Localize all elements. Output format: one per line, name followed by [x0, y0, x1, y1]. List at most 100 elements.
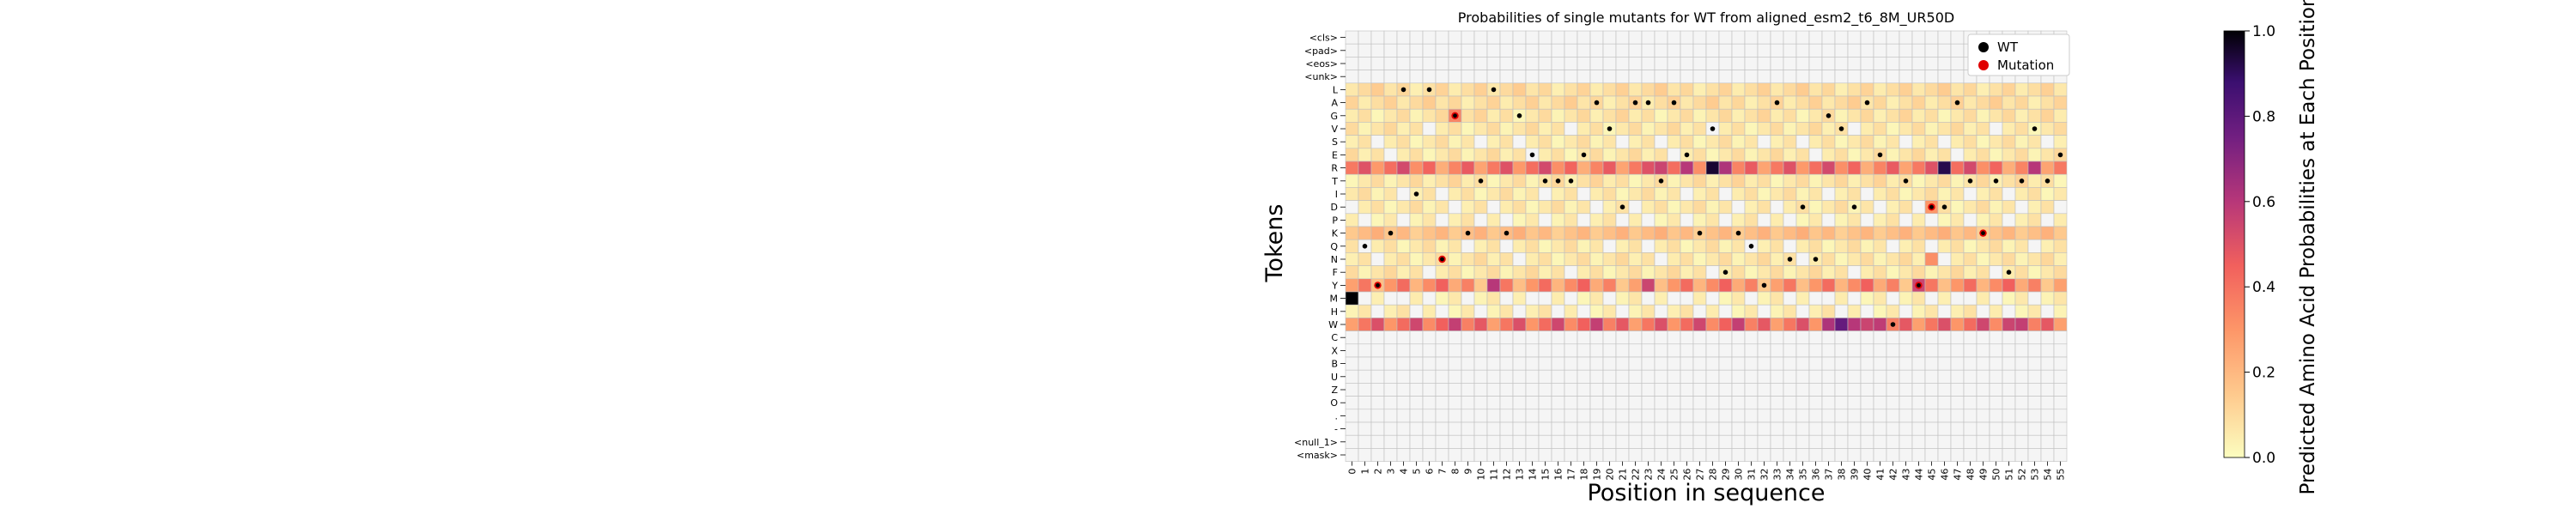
heatmap-cell	[1641, 383, 1656, 397]
heatmap-cell	[1808, 383, 1823, 397]
heatmap-cell	[1808, 173, 1823, 188]
heatmap-cell	[1499, 369, 1514, 384]
heatmap-cell	[1422, 122, 1437, 136]
y-tick-label: C	[1331, 332, 1338, 343]
heatmap-cell	[1654, 421, 1668, 436]
heatmap-cell	[1525, 108, 1540, 123]
heatmap-cell	[1615, 291, 1630, 306]
heatmap-cell	[1615, 421, 1630, 436]
heatmap-cell	[1409, 330, 1424, 345]
heatmap-cell	[1744, 448, 1759, 462]
heatmap-cell	[1525, 421, 1540, 436]
heatmap-cell	[1783, 318, 1797, 331]
heatmap-cell	[1924, 409, 1939, 423]
heatmap-cell	[1564, 330, 1578, 345]
heatmap-cell	[1989, 434, 2003, 449]
heatmap-cell	[2040, 226, 2055, 240]
heatmap-cell	[1602, 43, 1617, 58]
heatmap-cell	[1899, 304, 1913, 318]
heatmap-cell	[1461, 200, 1475, 215]
heatmap-cell	[1473, 239, 1488, 253]
heatmap-cell	[1628, 200, 1643, 215]
heatmap-cell	[1950, 265, 1965, 280]
heatmap-cell	[1860, 213, 1874, 227]
wt-dot	[1941, 204, 1947, 209]
heatmap-cell	[1615, 252, 1630, 266]
heatmap-cell	[1473, 421, 1488, 436]
legend-mutation-marker	[1978, 60, 1989, 70]
heatmap-cell	[1551, 265, 1565, 280]
heatmap-cell	[1396, 396, 1411, 410]
heatmap-cell	[1718, 30, 1733, 45]
heatmap-cell	[1821, 330, 1836, 345]
heatmap-cell	[1950, 421, 1965, 436]
heatmap-cell	[1370, 265, 1385, 280]
heatmap-cell	[1692, 135, 1707, 149]
y-tick-label: W	[1328, 319, 1338, 330]
heatmap-cell	[1551, 148, 1565, 162]
heatmap-cell	[1963, 187, 1978, 201]
heatmap-cell	[1564, 95, 1578, 110]
heatmap-cell	[1847, 135, 1862, 149]
heatmap-cell	[1435, 369, 1449, 384]
heatmap-cell	[1396, 291, 1411, 306]
heatmap-cell	[1602, 213, 1617, 227]
heatmap-cell	[2002, 330, 2016, 345]
heatmap-cell	[1383, 434, 1398, 449]
heatmap-cell	[1963, 448, 1978, 462]
heatmap-cell	[1358, 148, 1372, 162]
heatmap-cell	[1512, 369, 1527, 384]
heatmap-cell	[1667, 122, 1681, 136]
heatmap-cell	[1383, 265, 1398, 280]
heatmap-cell	[1847, 213, 1862, 227]
heatmap-cell	[1718, 369, 1733, 384]
x-tick-label: 46	[1940, 469, 1951, 481]
heatmap-cell	[1718, 434, 1733, 449]
heatmap-cell	[1654, 278, 1668, 293]
wt-dot	[1917, 283, 1921, 288]
heatmap-cell	[1383, 95, 1398, 110]
heatmap-cell	[1899, 330, 1913, 345]
heatmap-cell	[1525, 356, 1540, 371]
heatmap-cell	[1551, 318, 1565, 331]
heatmap-cell	[1911, 187, 1926, 201]
heatmap-cell	[1448, 434, 1462, 449]
heatmap-cell	[1628, 434, 1643, 449]
heatmap-cell	[1680, 30, 1694, 45]
heatmap-cell	[2053, 265, 2068, 280]
heatmap-cell	[1667, 43, 1681, 58]
heatmap-cell	[1461, 343, 1475, 358]
heatmap-cell	[1499, 213, 1514, 227]
heatmap-cell	[1718, 330, 1733, 345]
heatmap-cell	[1396, 239, 1411, 253]
heatmap-cell	[1615, 43, 1630, 58]
heatmap-cell	[1795, 187, 1810, 201]
heatmap-cell	[1847, 304, 1862, 318]
heatmap-cell	[1860, 82, 1874, 97]
heatmap-cell	[2014, 448, 2029, 462]
heatmap-cell	[1435, 43, 1449, 58]
heatmap-cell	[1551, 57, 1565, 70]
heatmap-cell	[1396, 30, 1411, 45]
heatmap-cell	[1422, 278, 1437, 293]
heatmap-cell	[1577, 239, 1591, 253]
x-tick-label: 26	[1682, 469, 1693, 481]
heatmap-cell	[1963, 226, 1978, 240]
heatmap-cell	[1950, 330, 1965, 345]
heatmap-cell	[1409, 434, 1424, 449]
heatmap-cell	[1899, 161, 1913, 175]
heatmap-cell	[1680, 369, 1694, 384]
heatmap-cell	[1834, 239, 1849, 253]
heatmap-cell	[1499, 291, 1514, 306]
heatmap-cell	[2002, 434, 2016, 449]
heatmap-cell	[1847, 383, 1862, 397]
heatmap-cell	[1396, 135, 1411, 149]
heatmap-cell	[1435, 278, 1449, 293]
heatmap-cell	[1551, 383, 1565, 397]
heatmap-cell	[1860, 70, 1874, 84]
heatmap-cell	[1461, 187, 1475, 201]
heatmap-cell	[1731, 356, 1746, 371]
heatmap-cell	[1808, 304, 1823, 318]
heatmap-cell	[1615, 82, 1630, 97]
heatmap-cell	[1924, 30, 1939, 45]
